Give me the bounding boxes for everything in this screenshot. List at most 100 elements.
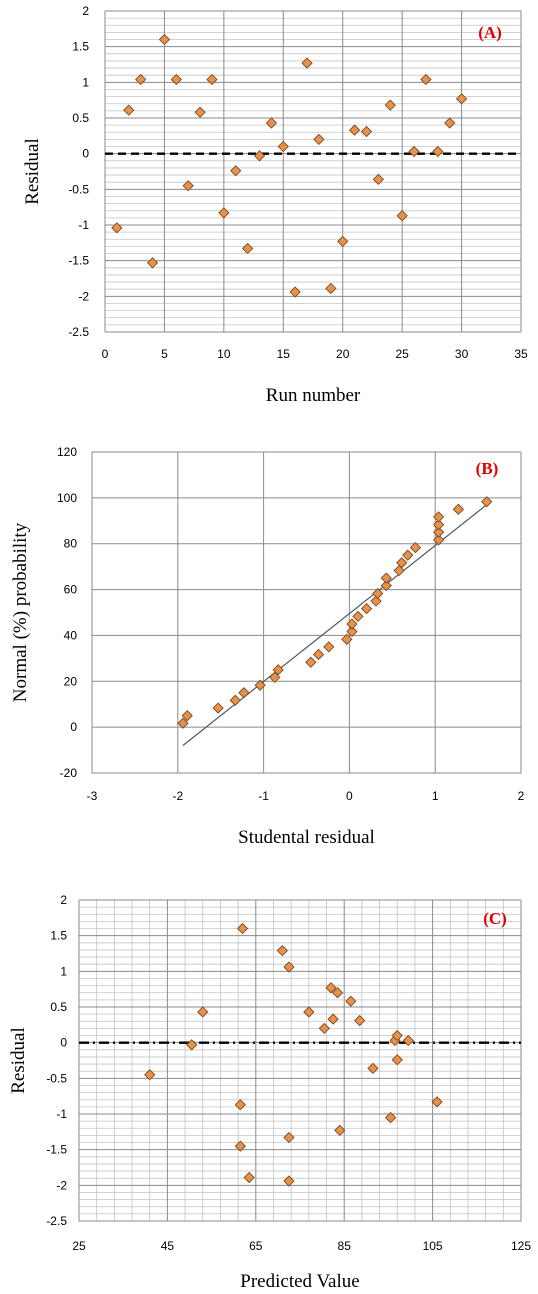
x-tick-label: -1 — [258, 789, 269, 803]
data-point — [269, 671, 281, 684]
data-point — [391, 1029, 403, 1042]
data-point — [238, 687, 250, 699]
data-point — [241, 242, 254, 255]
y-axis-title: Residual — [8, 1027, 29, 1094]
data-point — [345, 995, 357, 1007]
data-point — [212, 702, 224, 714]
data-points — [177, 496, 493, 729]
data-point — [327, 1013, 339, 1025]
data-point — [432, 534, 445, 546]
data-point — [380, 580, 392, 592]
data-point — [408, 145, 420, 158]
y-tick-label: 40 — [64, 628, 78, 642]
y-tick-label: 1.5 — [50, 929, 67, 943]
data-point — [283, 961, 295, 973]
data-point — [277, 140, 289, 153]
x-tick-label: 0 — [102, 347, 109, 361]
data-point — [186, 1039, 198, 1051]
major-gridlines — [91, 451, 522, 774]
data-point — [341, 633, 353, 645]
data-point — [352, 610, 364, 623]
data-points — [111, 33, 468, 298]
major-gridlines — [78, 899, 522, 1222]
data-point — [402, 1034, 414, 1047]
x-tick-label: 1 — [432, 789, 439, 803]
data-point — [182, 180, 194, 192]
data-point — [289, 286, 301, 298]
panel-c-residual-vs-predicted: 25 45 65 85 105 125 -2.5 -2 -1.5 -1 -0.5 0 0.5 1 1.5 2 (… — [8, 893, 531, 1292]
data-point — [384, 99, 396, 111]
x-tick-label: 10 — [217, 347, 231, 361]
data-point — [123, 104, 135, 116]
data-point — [303, 1006, 315, 1018]
data-point — [283, 1131, 295, 1144]
data-point — [370, 595, 382, 607]
data-point — [312, 648, 325, 661]
y-tick-label: 0 — [82, 147, 89, 161]
x-tick-label: -3 — [87, 789, 98, 803]
y-axis-title: Normal (%) probability — [10, 522, 31, 702]
data-point — [265, 117, 278, 129]
y-tick-label: -1.5 — [46, 1143, 67, 1157]
x-tick-label: 35 — [514, 347, 528, 361]
x-tick-label: 45 — [161, 1239, 175, 1253]
x-tick-label: 25 — [72, 1239, 86, 1253]
x-tick-label: -2 — [172, 789, 183, 803]
y-tick-label: -20 — [60, 766, 78, 780]
y-tick-label: 0.5 — [50, 1000, 67, 1014]
minor-gridlines — [105, 17, 521, 326]
y-tick-label: -1 — [78, 218, 89, 232]
x-tick-label: 105 — [423, 1239, 443, 1253]
y-tick-label: -1 — [56, 1107, 67, 1121]
data-point — [318, 1022, 330, 1035]
x-tick-label: 125 — [511, 1239, 531, 1253]
x-tick-label: 25 — [395, 347, 409, 361]
data-point — [380, 572, 392, 584]
y-tick-label: -0.5 — [46, 1071, 67, 1085]
y-tick-label: 60 — [64, 583, 78, 597]
data-point — [334, 1124, 346, 1137]
data-point — [348, 124, 361, 136]
data-point — [331, 987, 344, 999]
data-point — [325, 982, 337, 994]
data-point — [170, 73, 182, 86]
data-point — [360, 125, 373, 138]
data-point — [254, 679, 266, 691]
data-point — [444, 117, 456, 129]
data-point — [111, 222, 123, 234]
x-tick-label: 5 — [161, 347, 168, 361]
data-point — [146, 257, 159, 269]
minor-gridlines — [79, 900, 521, 1221]
y-tick-label: 2 — [82, 4, 89, 18]
data-point — [144, 1069, 156, 1081]
y-tick-label: 1.5 — [72, 40, 89, 54]
x-tick-label: 0 — [346, 789, 353, 803]
y-tick-label: 80 — [64, 537, 78, 551]
data-point — [391, 1054, 403, 1066]
data-point — [402, 549, 414, 561]
y-tick-label: 1 — [60, 964, 67, 978]
panel-label: (A) — [478, 23, 502, 42]
data-point — [325, 282, 337, 295]
data-point — [372, 173, 385, 185]
data-point — [229, 694, 241, 706]
data-point — [230, 165, 242, 177]
panel-label: (B) — [476, 459, 499, 478]
data-point — [431, 1096, 443, 1108]
y-tick-label: -2 — [56, 1178, 67, 1192]
data-point — [135, 73, 147, 86]
data-point — [420, 73, 432, 86]
data-point — [218, 207, 230, 219]
data-point — [346, 625, 358, 638]
y-tick-label: 100 — [57, 491, 77, 505]
x-tick-label: 2 — [518, 789, 525, 803]
data-point — [313, 133, 325, 146]
data-point — [346, 618, 358, 630]
y-tick-label: -0.5 — [68, 182, 89, 196]
data-point — [396, 210, 408, 222]
data-point — [481, 496, 493, 508]
data-point — [197, 1006, 209, 1018]
data-point — [272, 664, 284, 676]
data-point — [234, 1099, 246, 1111]
data-point — [234, 1140, 246, 1152]
